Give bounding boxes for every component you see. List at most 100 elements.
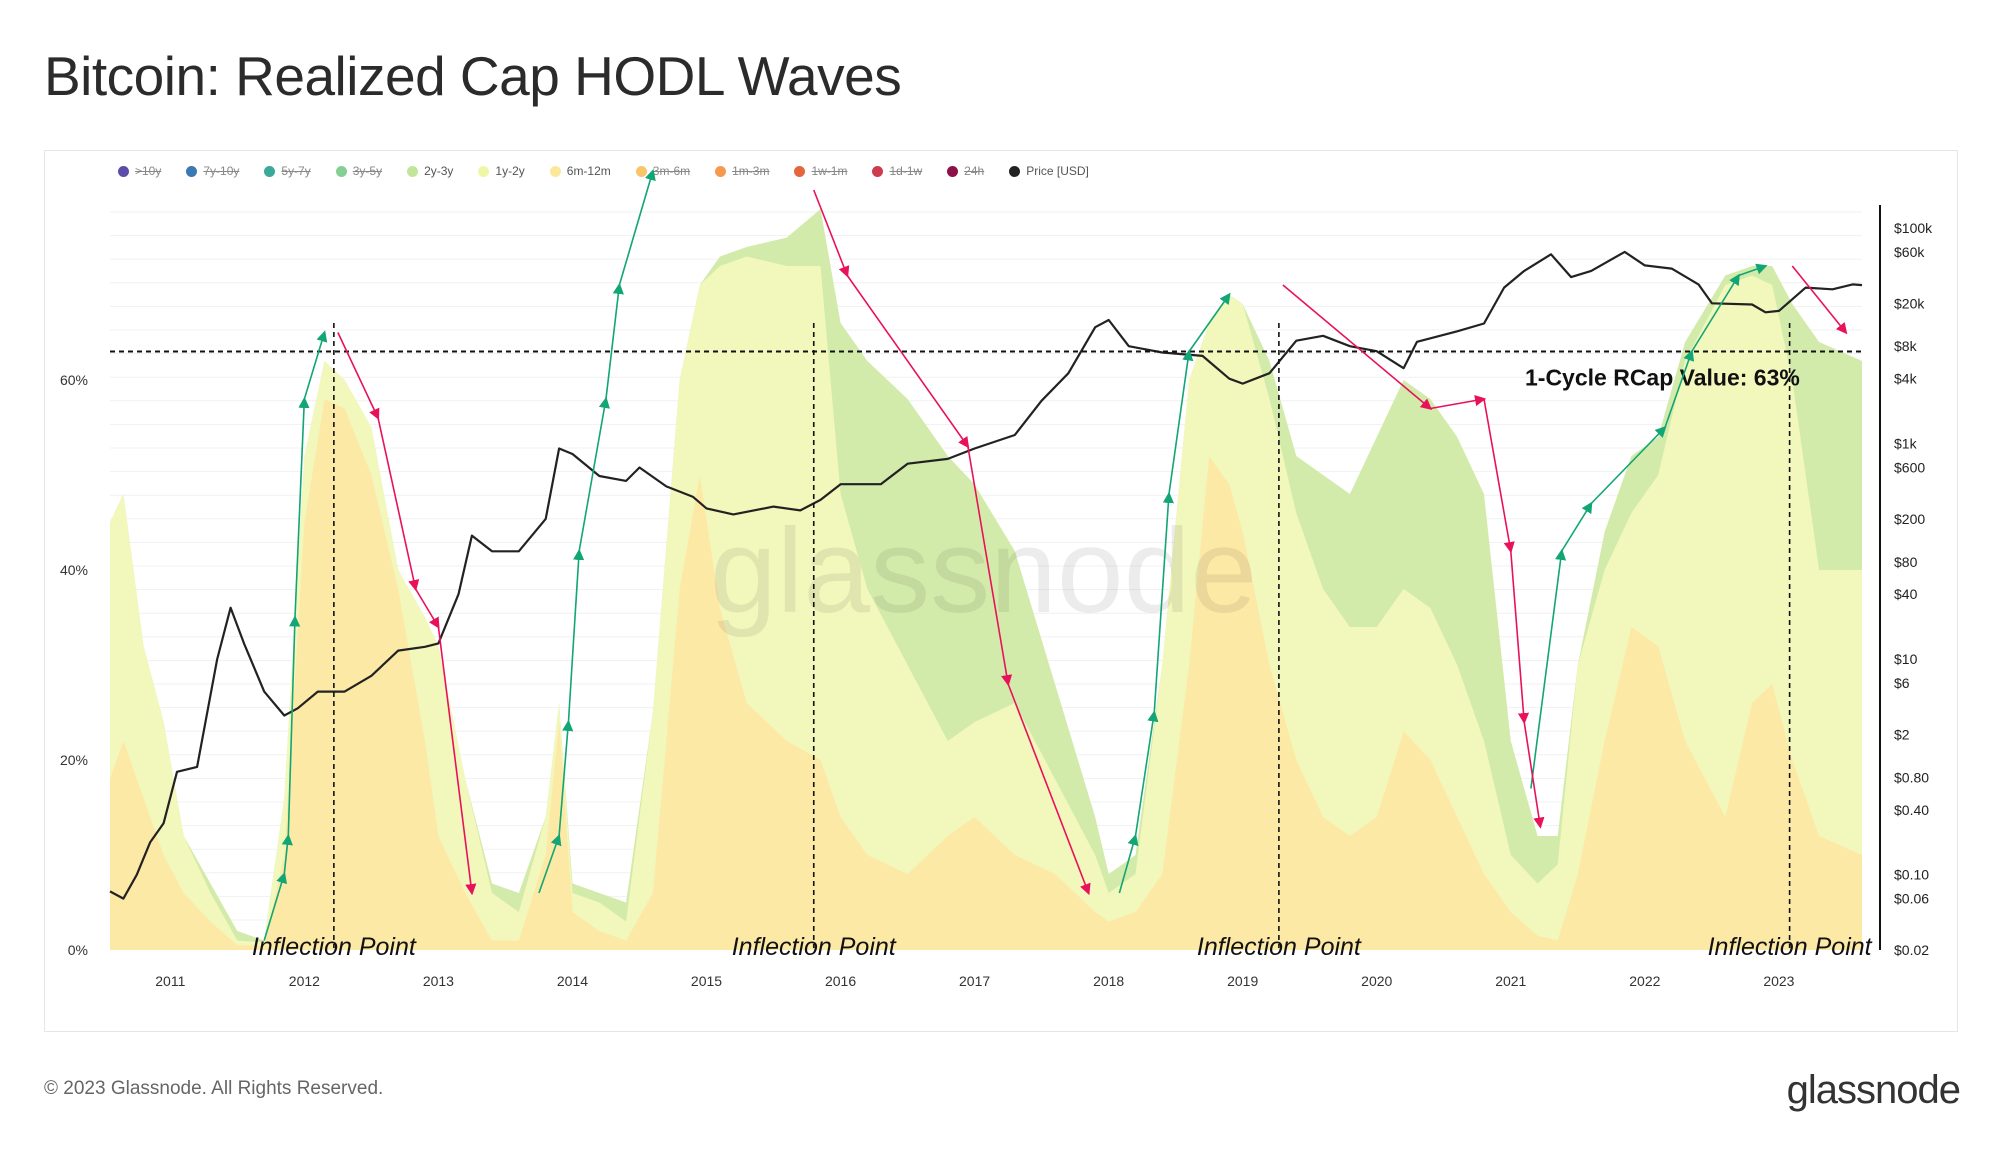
y-right-tick-label: $2	[1894, 726, 1910, 742]
brand-logo: glassnode	[1786, 1068, 1961, 1112]
legend-dot-icon	[635, 165, 647, 177]
legend-label: 6m-12m	[566, 164, 611, 178]
inflection-label: Inflection Point	[732, 933, 897, 961]
uptrend-arrow	[1118, 833, 1139, 894]
downtrend-arrow	[1483, 398, 1515, 554]
x-tick-label: 2016	[825, 973, 856, 989]
legend-dot-icon	[872, 165, 884, 177]
uptrend-arrow	[1738, 263, 1768, 277]
inflection-label: Inflection Point	[1708, 933, 1873, 961]
legend-dot-icon	[335, 165, 347, 177]
legend-label: 1m-3m	[732, 164, 770, 178]
copyright-footer: © 2023 Glassnode. All Rights Reserved.	[44, 1078, 384, 1099]
legend-label: 5y-7y	[281, 164, 311, 178]
x-tick-label: 2020	[1361, 973, 1392, 989]
legend-item[interactable]: Price [USD]	[1009, 164, 1089, 178]
chart-panel	[44, 150, 1958, 1032]
legend-dot-icon	[186, 165, 198, 177]
downtrend-arrow	[1791, 265, 1848, 335]
y-left-tick-label: 20%	[60, 752, 88, 768]
y-right-tick-label: $6	[1894, 675, 1910, 691]
downtrend-arrow	[377, 417, 420, 592]
y-right-tick-label: $0.80	[1894, 769, 1929, 785]
uptrend-arrow	[538, 833, 562, 894]
y-right-tick-label: $0.02	[1894, 942, 1929, 958]
legend-item[interactable]: 1m-3m	[715, 164, 769, 178]
downtrend-arrow	[337, 332, 380, 421]
downtrend-arrow	[1509, 550, 1530, 725]
legend-item[interactable]: 5y-7y	[264, 164, 311, 178]
x-tick-label: 2021	[1495, 973, 1526, 989]
legend-dot-icon	[794, 165, 806, 177]
legend-item[interactable]: >10y	[118, 164, 161, 178]
y-left-tick-label: 60%	[60, 372, 88, 388]
y-right-tick-label: $40	[1894, 586, 1918, 602]
legend-label: 7y-10y	[203, 164, 240, 178]
legend-dot-icon	[1009, 165, 1021, 177]
uptrend-arrow	[1188, 292, 1231, 352]
legend-item[interactable]: 1d-1w	[872, 164, 922, 178]
legend-dot-icon	[118, 165, 129, 177]
legend-item[interactable]: 7y-10y	[186, 164, 239, 178]
y-right-tick-label: $0.06	[1894, 891, 1929, 907]
y-right-tick-label: $10	[1894, 651, 1918, 667]
x-tick-label: 2019	[1227, 973, 1258, 989]
legend-item[interactable]: 3m-6m	[635, 164, 691, 178]
uptrend-arrow	[1691, 273, 1740, 352]
x-tick-label: 2018	[1093, 973, 1124, 989]
x-tick-label: 2011	[155, 973, 185, 989]
x-tick-label: 2013	[423, 973, 454, 989]
downtrend-arrow	[414, 588, 440, 629]
legend-item[interactable]: 3y-5y	[335, 164, 382, 178]
uptrend-arrow	[281, 833, 293, 875]
rcap-label: 1-Cycle RCap Value: 63%	[1525, 365, 1800, 391]
y-right-tick-label: $4k	[1894, 371, 1918, 387]
y-right-tick-label: $0.10	[1894, 867, 1929, 883]
downtrend-arrow	[1282, 284, 1433, 410]
legend-label: Price [USD]	[1026, 164, 1089, 178]
legend-label: 1d-1w	[889, 164, 923, 178]
downtrend-arrow	[846, 275, 970, 449]
downtrend-arrow	[1430, 395, 1487, 410]
legend-item[interactable]: 24h	[947, 164, 984, 178]
legend-dot-icon	[478, 165, 490, 177]
inflection-label: Inflection Point	[252, 933, 417, 961]
uptrend-arrow	[558, 719, 574, 837]
y-left-tick-label: 0%	[68, 942, 88, 958]
price-line	[109, 250, 1863, 900]
legend-label: 3m-6m	[652, 164, 691, 178]
uptrend-arrow	[605, 282, 624, 400]
y-right-tick-label: $80	[1894, 554, 1918, 570]
uptrend-arrow	[618, 168, 656, 286]
uptrend-arrow	[1168, 349, 1194, 495]
legend-label: 24h	[964, 164, 985, 178]
uptrend-arrow	[1153, 491, 1174, 713]
legend-dot-icon	[715, 165, 727, 177]
y-right-tick-label: $100k	[1894, 220, 1933, 236]
legend-item[interactable]: 2y-3y	[407, 164, 453, 178]
area-series-6m-12m	[110, 399, 1862, 950]
legend-item[interactable]: 1w-1m	[794, 164, 847, 178]
uptrend-arrow	[578, 396, 610, 552]
x-tick-label: 2014	[557, 973, 588, 989]
x-tick-label: 2023	[1763, 973, 1794, 989]
y-right-tick-label: $8k	[1894, 338, 1918, 354]
uptrend-arrow	[287, 615, 301, 837]
x-tick-label: 2017	[959, 973, 990, 989]
uptrend-arrow	[303, 330, 328, 400]
legend-dot-icon	[407, 165, 419, 177]
downtrend-arrow	[437, 626, 477, 896]
legend-dot-icon	[549, 165, 561, 177]
x-tick-label: 2012	[289, 973, 320, 989]
y-right-tick-label: $20k	[1894, 295, 1925, 311]
y-right-tick-label: $1k	[1894, 436, 1918, 452]
legend-item[interactable]: 1y-2y	[478, 164, 525, 178]
uptrend-arrow	[294, 396, 310, 618]
downtrend-arrow	[1007, 683, 1091, 896]
y-right-tick-label: $0.40	[1894, 802, 1929, 818]
x-tick-label: 2022	[1629, 973, 1660, 989]
legend-item[interactable]: 6m-12m	[549, 164, 611, 178]
uptrend-arrow	[1561, 501, 1593, 552]
watermark-text: glassnode	[710, 504, 1257, 638]
